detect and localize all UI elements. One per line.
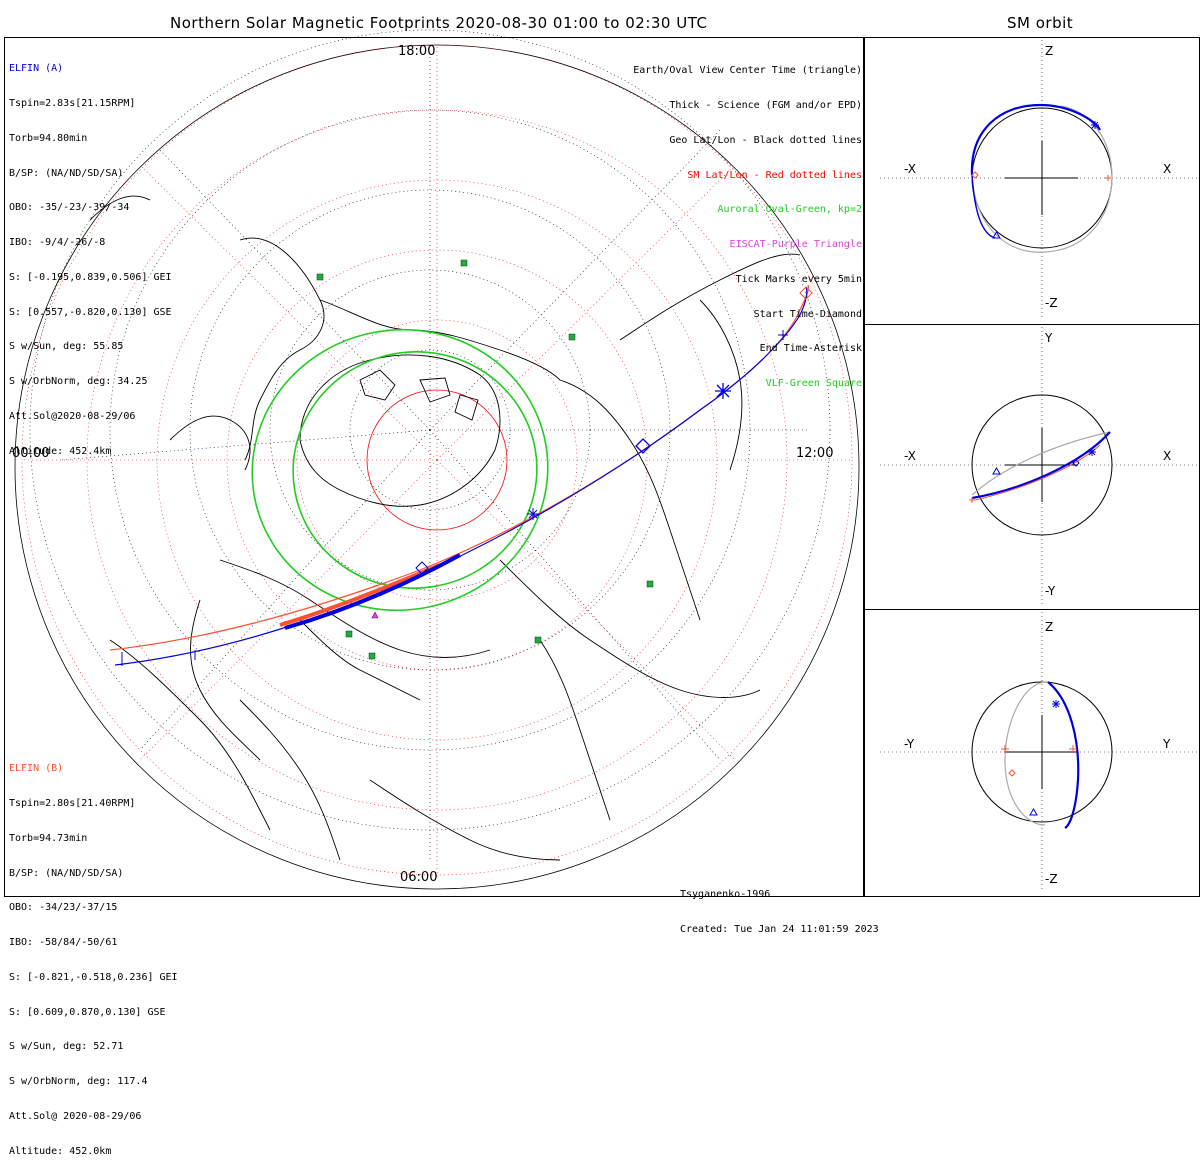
elfin-a-line: S w/OrbNorm, deg: 34.25	[9, 376, 148, 388]
elfin-a-track	[114, 286, 808, 666]
orbit-title: SM orbit	[1007, 14, 1074, 32]
elfin-b-line: Torb=94.73min	[9, 832, 88, 844]
orbit3-bottom-label: -Z	[1045, 872, 1058, 886]
elfin-b-info: ELFIN (B) Tspin=2.80s[21.40RPM] Torb=94.…	[9, 740, 178, 1169]
elfin-b-line: IBO: -58/84/-50/61	[9, 937, 118, 949]
geo-grid	[29, 29, 831, 860]
orbit3-left-label: -Y	[904, 737, 915, 751]
legend-item: Thick - Science (FGM and/or EPD)	[669, 99, 862, 111]
elfin-b-name: ELFIN (B)	[9, 763, 64, 775]
elfin-b-line: OBO: -34/23/-37/15	[9, 902, 118, 914]
elfin-b-line: Tspin=2.80s[21.40RPM]	[9, 797, 136, 809]
view-triangle	[415, 561, 429, 575]
track-markers	[121, 286, 813, 666]
legend-item: Geo Lat/Lon - Black dotted lines	[669, 134, 862, 146]
orbit3-right-label: Y	[1163, 737, 1171, 751]
elfin-a-line: Altitude: 452.4km	[9, 445, 112, 457]
elfin-a-name: ELFIN (A)	[9, 63, 64, 75]
eiscat-triangle	[371, 611, 379, 619]
orbit3-top-label: Z	[1045, 620, 1054, 634]
vlf-square	[368, 652, 376, 660]
map-panel	[4, 37, 864, 897]
elfin-a-line: B/SP: (NA/ND/SD/SA)	[9, 167, 124, 179]
legend-item: Earth/Oval View Center Time (triangle)	[633, 65, 862, 77]
elfin-b-line: Att.Sol@ 2020-08-29/06	[9, 1111, 142, 1122]
elfin-a-info: ELFIN (A) Tspin=2.83s[21.15RPM] Torb=94.…	[9, 40, 172, 469]
vlf-square	[345, 630, 353, 638]
legend-item: EISCAT-Purple Triangle	[729, 239, 862, 251]
start-diamond-b	[799, 286, 813, 300]
tick-mark	[778, 330, 788, 340]
elfin-a-line: OBO: -35/-23/-39/-34	[9, 202, 130, 214]
legend-item: SM Lat/Lon - Red dotted lines	[687, 169, 862, 181]
elfin-a-line: S: [-0.195,0.839,0.506] GEI	[9, 271, 172, 283]
orbit1-top-label: Z	[1045, 44, 1054, 58]
footer-model: Tsyganenko-1996	[680, 889, 771, 901]
plot-svg	[14, 29, 1200, 892]
polar-map	[14, 29, 860, 890]
orbit-xz	[880, 40, 1200, 320]
orbit-xy	[880, 327, 1200, 607]
footer: Tsyganenko-1996 Created: Tue Jan 24 11:0…	[680, 866, 879, 947]
footer-created: Created: Tue Jan 24 11:01:59 2023	[680, 923, 879, 935]
sm-grid	[21, 44, 853, 880]
auroral-oval	[251, 328, 549, 612]
elfin-a-line: Tspin=2.83s[21.15RPM]	[9, 97, 136, 109]
legend-item: End Time-Asterisk	[759, 343, 862, 355]
orbit2-right-label: X	[1163, 449, 1172, 463]
tick-asterisk	[527, 508, 539, 520]
vlf-square	[568, 333, 576, 341]
elfin-a-line: IBO: -9/4/-26/-8	[9, 237, 106, 249]
elfin-b-line: S w/OrbNorm, deg: 117.4	[9, 1076, 148, 1088]
legend-item: Tick Marks every 5min	[735, 273, 862, 285]
elfin-b-line: S: [0.609,0.870,0.130] GSE	[9, 1006, 166, 1018]
time-label-right: 12:00	[796, 446, 834, 461]
orbit2-top-label: Y	[1045, 331, 1053, 345]
elfin-b-line: Altitude: 452.0km	[9, 1145, 112, 1157]
elfin-a-line: Torb=94.80min	[9, 132, 88, 144]
legend-item: VLF-Green Square	[765, 378, 862, 390]
vlf-stations	[316, 259, 654, 660]
end-asterisk	[715, 383, 731, 399]
vlf-square	[460, 259, 468, 267]
start-diamond	[635, 438, 651, 454]
elfin-b-line: B/SP: (NA/ND/SD/SA)	[9, 867, 124, 879]
legend: Earth/Oval View Center Time (triangle) T…	[562, 42, 862, 401]
legend-item: Auroral Oval-Green, kp=2	[717, 204, 863, 216]
elfin-a-line: S: [0.557,-0.820,0.130] GSE	[9, 306, 172, 318]
orbit2-bottom-label: -Y	[1045, 584, 1056, 598]
time-label-bottom: 06:00	[400, 870, 438, 885]
elfin-a-line: S w/Sun, deg: 55.85	[9, 341, 124, 353]
legend-item: Start Time-Diamond	[753, 308, 862, 320]
orbit-yz	[880, 612, 1200, 892]
vlf-square	[534, 636, 542, 644]
vlf-square	[646, 580, 654, 588]
time-label-left: 00:00	[12, 446, 50, 461]
elfin-a-line: Att.Sol@2020-08-29/06	[9, 411, 136, 422]
orbit1-bottom-label: -Z	[1045, 296, 1058, 310]
orbit2-left-label: -X	[904, 449, 916, 463]
orbit1-left-label: -X	[904, 162, 916, 176]
elfin-b-line: S w/Sun, deg: 52.71	[9, 1041, 124, 1053]
vlf-square	[316, 273, 324, 281]
orbit1-right-label: X	[1163, 162, 1172, 176]
map-boundary	[14, 44, 860, 890]
main-title: Northern Solar Magnetic Footprints 2020-…	[170, 14, 708, 32]
time-label-top: 18:00	[398, 44, 436, 59]
elfin-b-line: S: [-0.821,-0.518,0.236] GEI	[9, 971, 178, 983]
